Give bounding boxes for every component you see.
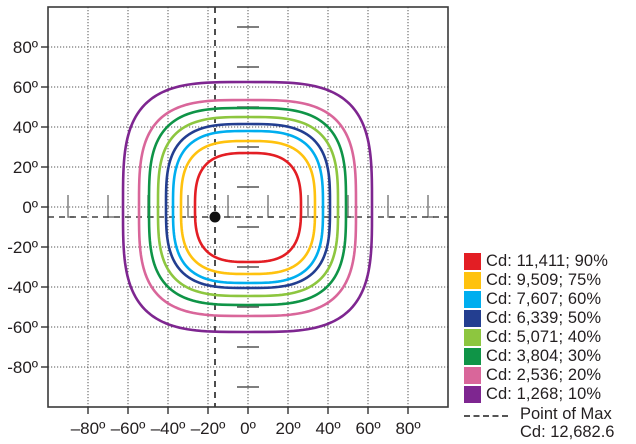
x-tick-label: –80º <box>71 419 106 438</box>
x-tick-label: 20º <box>275 419 300 438</box>
legend-label: Cd: 5,071; 40% <box>486 328 602 346</box>
x-tick-label: –60º <box>111 419 146 438</box>
legend-max-value: Cd: 12,682.6 <box>520 423 615 441</box>
legend-swatch-icon <box>464 310 481 327</box>
x-tick-label: –20º <box>191 419 226 438</box>
legend: Cd: 11,411; 90% Cd: 9,509; 75% Cd: 7,607; … <box>464 252 615 441</box>
legend-swatch-icon <box>464 329 481 346</box>
legend-label: Cd: 3,804; 30% <box>486 347 602 365</box>
y-tick-label: -60º <box>7 318 38 337</box>
dashed-line-icon <box>464 405 508 424</box>
y-tick-label: 80º <box>13 38 38 57</box>
legend-swatch-icon <box>464 367 481 384</box>
y-tick-label: -40º <box>7 278 38 297</box>
legend-swatch-icon <box>464 291 481 308</box>
contour-10-percent <box>121 80 374 334</box>
x-tick-label: 40º <box>315 419 340 438</box>
legend-label: Cd: 11,411; 90% <box>486 252 608 270</box>
contour-20-percent <box>137 98 358 318</box>
contour-90-percent <box>193 151 303 264</box>
y-tick-label: -80º <box>7 358 38 377</box>
x-axis-tick-labels: –80º –60º –40º –20º 0º 20º 40º 60º 80º <box>71 419 421 438</box>
legend-swatch-icon <box>464 386 481 403</box>
contour-30-percent <box>147 106 348 307</box>
x-tick-label: 80º <box>395 419 420 438</box>
contour-50-percent <box>164 122 332 290</box>
y-tick-label: -20º <box>7 238 38 257</box>
contour-75-percent <box>179 139 317 276</box>
legend-item: Cd: 6,339; 50% <box>464 309 615 328</box>
x-tick-label: 60º <box>355 419 380 438</box>
legend-item: Cd: 2,536; 20% <box>464 366 615 385</box>
legend-swatch-icon <box>464 348 481 365</box>
legend-label: Cd: 6,339; 50% <box>486 309 602 327</box>
legend-label: Cd: 1,268; 10% <box>486 385 602 403</box>
legend-swatch-icon <box>464 272 481 289</box>
axis-ticks <box>41 46 409 414</box>
legend-label: Cd: 7,607; 60% <box>486 290 602 308</box>
x-tick-label: 0º <box>240 419 256 438</box>
legend-item: Cd: 11,411; 90% <box>464 252 615 271</box>
y-tick-label: 60º <box>13 78 38 97</box>
contour-lines <box>121 80 374 334</box>
point-of-max-marker <box>209 211 221 223</box>
x-tick-label: –40º <box>151 419 186 438</box>
point-of-max-dot <box>209 211 221 223</box>
legend-swatch-icon <box>464 253 481 270</box>
legend-item: Cd: 7,607; 60% <box>464 290 615 309</box>
legend-item: Cd: 3,804; 30% <box>464 347 615 366</box>
y-tick-label: 20º <box>13 158 38 177</box>
legend-label: Cd: 2,536; 20% <box>486 366 602 384</box>
legend-point-of-max: Point of Max Cd: 12,682.6 <box>464 405 615 441</box>
legend-item: Cd: 5,071; 40% <box>464 328 615 347</box>
legend-item: Cd: 9,509; 75% <box>464 271 615 290</box>
point-of-max-crosshair <box>48 7 448 407</box>
legend-item: Cd: 1,268; 10% <box>464 385 615 404</box>
legend-label: Cd: 9,509; 75% <box>486 271 602 289</box>
grid-lines <box>48 7 448 407</box>
contour-60-percent <box>171 129 325 285</box>
contour-40-percent <box>156 115 340 298</box>
legend-max-label: Point of Max <box>520 405 612 423</box>
y-tick-label: 40º <box>13 118 38 137</box>
y-axis-tick-labels: 80º 60º 40º 20º 0º -20º -40º -60º -80º <box>7 38 38 377</box>
y-tick-label: 0º <box>22 198 38 217</box>
